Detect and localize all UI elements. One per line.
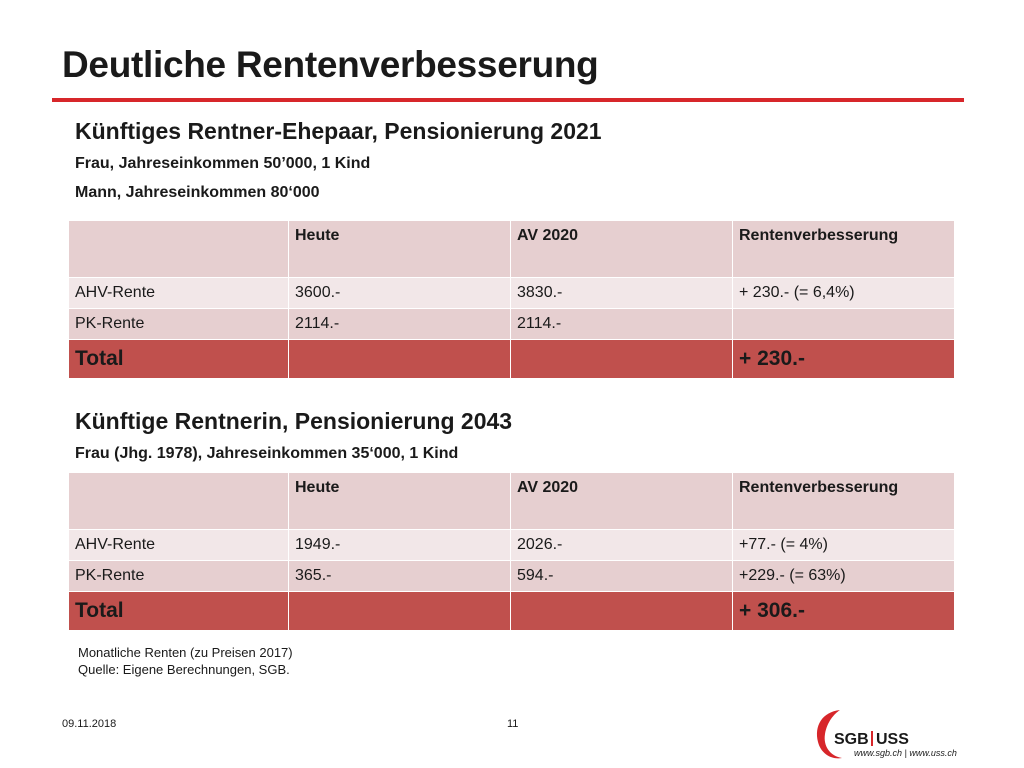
table-row: AHV-Rente 1949.- 2026.- +77.- (= 4%) <box>68 529 955 561</box>
table-cell: 3600.- <box>288 277 511 309</box>
section1-heading: Künftiges Rentner-Ehepaar, Pensionierung… <box>75 118 602 144</box>
table-cell: 2114.- <box>288 308 511 340</box>
table-header-row: Heute AV 2020 Rentenverbesserung <box>68 220 955 278</box>
logo-swoosh-icon <box>816 710 842 759</box>
table-total-cell: + 230.- <box>732 339 955 379</box>
table-row: PK-Rente 365.- 594.- +229.- (= 63%) <box>68 560 955 592</box>
table-total-row: Total + 230.- <box>68 339 955 379</box>
table-header-row: Heute AV 2020 Rentenverbesserung <box>68 472 955 530</box>
table-total-cell <box>510 339 733 379</box>
table-cell: 1949.- <box>288 529 511 561</box>
table-header-cell <box>68 220 289 278</box>
sgb-uss-logo: SGB USS www.sgb.ch | www.uss.ch <box>816 710 957 759</box>
logo-sgb-text: SGB <box>834 731 869 748</box>
table-total-cell: + 306.- <box>732 591 955 631</box>
table-cell: 594.- <box>510 560 733 592</box>
table-row: PK-Rente 2114.- 2114.- <box>68 308 955 340</box>
title-underline <box>52 98 964 102</box>
table-total-cell <box>510 591 733 631</box>
table-total-cell <box>288 591 511 631</box>
table-total-cell: Total <box>68 591 289 631</box>
table-header-cell <box>68 472 289 530</box>
table-cell: +229.- (= 63%) <box>732 560 955 592</box>
table-cell: + 230.- (= 6,4%) <box>732 277 955 309</box>
table-total-row: Total + 306.- <box>68 591 955 631</box>
footnote-source: Quelle: Eigene Berechnungen, SGB. <box>78 662 290 677</box>
table-header-cell: Rentenverbesserung <box>732 472 955 530</box>
logo-uss-text: USS <box>876 731 909 748</box>
table-header-cell: Heute <box>288 220 511 278</box>
pension-table-woman: Heute AV 2020 Rentenverbesserung AHV-Ren… <box>68 472 955 631</box>
table-cell: PK-Rente <box>68 560 289 592</box>
logo-divider <box>871 731 873 746</box>
table-header-cell: AV 2020 <box>510 472 733 530</box>
table-cell: 2114.- <box>510 308 733 340</box>
table-cell: 3830.- <box>510 277 733 309</box>
table-row: AHV-Rente 3600.- 3830.- + 230.- (= 6,4%) <box>68 277 955 309</box>
section2-line1: Frau (Jhg. 1978), Jahreseinkommen 35‘000… <box>75 445 459 462</box>
table-total-cell: Total <box>68 339 289 379</box>
table-header-cell: Heute <box>288 472 511 530</box>
logo-url-text: www.sgb.ch | www.uss.ch <box>854 748 957 758</box>
table-header-cell: AV 2020 <box>510 220 733 278</box>
table-cell <box>732 308 955 340</box>
table-header-cell: Rentenverbesserung <box>732 220 955 278</box>
slide-title: Deutliche Rentenverbesserung <box>62 44 599 85</box>
section2-heading: Künftige Rentnerin, Pensionierung 2043 <box>75 408 513 434</box>
footnote-prices: Monatliche Renten (zu Preisen 2017) <box>78 645 293 660</box>
table-total-cell <box>288 339 511 379</box>
table-cell: AHV-Rente <box>68 529 289 561</box>
slide-date: 09.11.2018 <box>62 718 117 730</box>
section1-line2: Mann, Jahreseinkommen 80‘000 <box>75 184 320 201</box>
table-cell: +77.- (= 4%) <box>732 529 955 561</box>
section1-line1: Frau, Jahreseinkommen 50’000, 1 Kind <box>75 155 371 172</box>
table-cell: 365.- <box>288 560 511 592</box>
pension-table-couple: Heute AV 2020 Rentenverbesserung AHV-Ren… <box>68 220 955 379</box>
table-cell: 2026.- <box>510 529 733 561</box>
table-cell: PK-Rente <box>68 308 289 340</box>
page-number: 11 <box>507 718 519 730</box>
table-cell: AHV-Rente <box>68 277 289 309</box>
